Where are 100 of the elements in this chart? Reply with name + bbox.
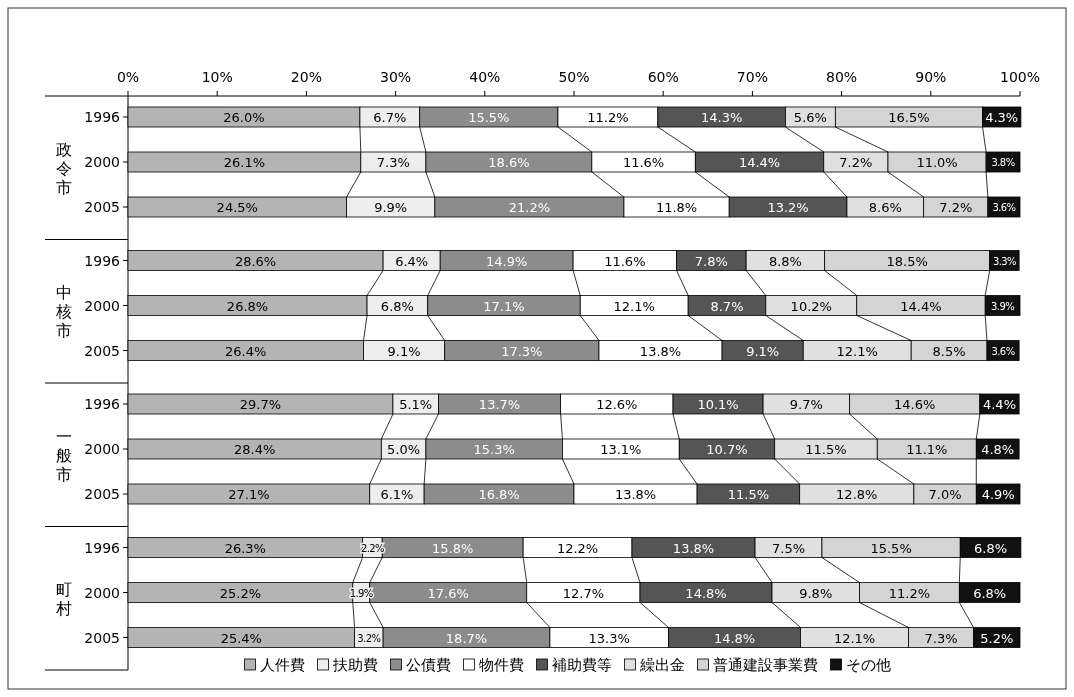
legend-label: その他 [845, 656, 891, 674]
data-label: 26.8% [226, 298, 269, 314]
data-label: 9.8% [799, 585, 833, 601]
data-label: 3.8% [991, 157, 1015, 168]
legend-label: 公債費 [405, 656, 451, 674]
y-tick-label: 1996 [84, 109, 121, 125]
data-label: 11.5% [805, 442, 847, 457]
data-label: 12.1% [836, 343, 878, 359]
data-label: 16.5% [888, 110, 930, 125]
data-label: 6.1% [380, 487, 414, 502]
y-tick-label: 2005 [84, 199, 120, 215]
data-label: 7.8% [694, 253, 728, 269]
data-label: 4.8% [981, 442, 1015, 457]
data-label: 15.5% [468, 110, 510, 125]
data-label: 11.6% [622, 155, 665, 170]
legend-label: 人件費 [259, 656, 305, 674]
legend-label: 扶助費 [331, 656, 378, 674]
y-axis-title: 町村 [55, 579, 72, 618]
data-label: 27.1% [228, 487, 270, 502]
y-tick-label: 1996 [84, 252, 121, 269]
data-label: 13.3% [588, 630, 630, 646]
data-label: 14.8% [713, 630, 756, 646]
data-label: 11.2% [587, 110, 629, 125]
x-tick-label: 100% [999, 69, 1041, 85]
x-tick-label: 30% [380, 69, 412, 85]
x-tick-label: 0% [116, 69, 140, 85]
y-tick-label: 1996 [84, 396, 121, 412]
data-label: 9.1% [746, 343, 780, 359]
data-label: 11.2% [888, 585, 931, 601]
data-label: 6.8% [973, 585, 1007, 601]
legend-label: 普通建設事業費 [712, 656, 818, 674]
data-label: 25.2% [219, 585, 262, 601]
y-axis-title: 政令市 [56, 139, 72, 197]
data-label: 28.6% [234, 253, 277, 269]
data-label: 11.6% [604, 253, 646, 269]
y-tick-label: 2005 [84, 629, 120, 646]
data-label: 11.0% [916, 155, 958, 170]
data-label: 26.3% [224, 540, 266, 556]
data-label: 8.6% [868, 200, 902, 215]
data-label: 12.2% [556, 540, 599, 556]
legend-label: 補助費等 [551, 656, 612, 674]
data-label: 7.2% [839, 155, 873, 170]
data-label: 12.1% [613, 298, 655, 314]
y-tick-label: 2000 [84, 297, 120, 314]
data-label: 3.3% [992, 255, 1016, 267]
data-label: 14.4% [900, 298, 942, 314]
data-label: 8.8% [768, 253, 802, 269]
y-tick-label: 2005 [84, 342, 120, 359]
data-label: 12.7% [562, 585, 605, 601]
data-label: 6.8% [380, 298, 414, 314]
data-label: 17.6% [427, 585, 469, 601]
data-label: 6.8% [974, 540, 1008, 556]
data-label: 24.5% [216, 200, 258, 215]
data-label: 14.9% [486, 253, 528, 269]
data-label: 13.8% [672, 540, 715, 556]
data-label: 18.5% [886, 253, 928, 269]
data-label: 4.3% [985, 110, 1019, 125]
y-tick-label: 2000 [84, 584, 120, 601]
legend-label: 物件費 [478, 656, 524, 674]
data-label: 3.9% [991, 300, 1015, 312]
data-label: 12.1% [833, 630, 876, 646]
data-label: 14.4% [738, 155, 781, 170]
data-label: 3.2% [357, 632, 381, 644]
x-tick-label: 70% [736, 69, 768, 85]
data-label: 29.7% [239, 397, 282, 412]
data-label: 13.7% [478, 397, 521, 412]
data-label: 4.4% [982, 397, 1016, 412]
data-label: 14.6% [894, 397, 936, 412]
data-label: 11.8% [655, 200, 698, 215]
data-label: 14.8% [685, 585, 727, 601]
data-label: 5.2% [980, 630, 1014, 646]
data-label: 26.0% [223, 110, 265, 125]
y-tick-label: 2005 [84, 486, 120, 502]
data-label: 7.2% [939, 200, 973, 215]
data-label: 13.8% [614, 487, 657, 502]
data-label: 10.2% [790, 298, 832, 314]
data-label: 6.4% [395, 253, 429, 269]
data-label: 5.0% [387, 442, 421, 457]
data-label: 18.6% [488, 155, 530, 170]
data-label: 5.6% [793, 110, 827, 125]
y-axis-title: 中核市 [55, 283, 72, 341]
data-label: 15.5% [870, 540, 912, 556]
data-label: 12.8% [836, 487, 878, 502]
data-label: 11.5% [727, 487, 770, 502]
data-label: 10.1% [697, 397, 739, 412]
x-tick-label: 50% [558, 69, 590, 85]
data-label: 7.5% [772, 540, 806, 556]
data-label: 28.4% [234, 442, 276, 457]
data-label: 9.7% [789, 397, 823, 412]
data-label: 17.3% [501, 343, 543, 359]
data-label: 4.9% [981, 487, 1015, 502]
data-label: 9.9% [374, 200, 408, 215]
data-label: 13.1% [600, 442, 642, 457]
data-label: 12.6% [596, 397, 638, 412]
data-label: 15.8% [432, 540, 474, 556]
data-label: 15.3% [473, 442, 515, 457]
x-tick-label: 40% [469, 69, 501, 85]
data-label: 3.6% [991, 345, 1015, 357]
y-tick-label: 2000 [84, 441, 120, 457]
data-label: 10.7% [706, 442, 748, 457]
